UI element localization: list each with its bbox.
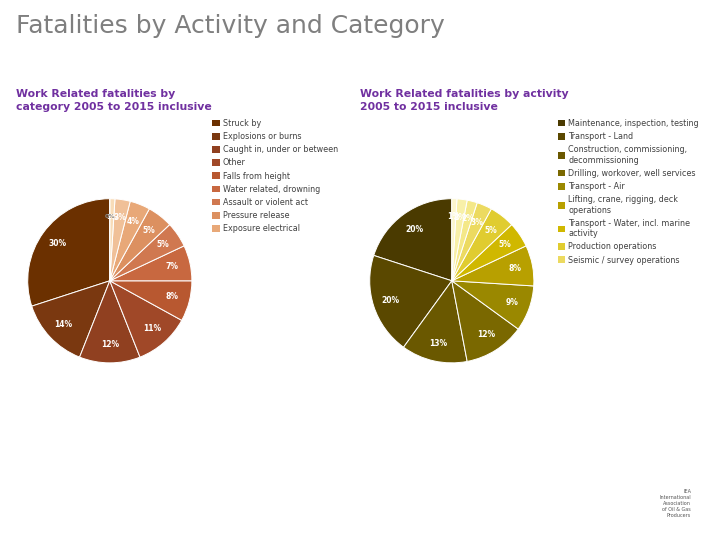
Text: 14%: 14% [54, 320, 72, 329]
Text: 13%: 13% [429, 339, 447, 348]
Wedge shape [452, 246, 534, 286]
Text: Work Related fatalities by activity
2005 to 2015 inclusive: Work Related fatalities by activity 2005… [360, 89, 569, 112]
Text: 7%: 7% [166, 262, 179, 271]
Text: 3%: 3% [471, 218, 484, 227]
Text: 1%: 1% [106, 214, 117, 220]
Legend: Maintenance, inspection, testing, Transport - Land, Construction, commissioning,: Maintenance, inspection, testing, Transp… [558, 119, 699, 265]
Wedge shape [109, 199, 115, 281]
Text: 0%: 0% [104, 214, 115, 219]
Text: Work Related fatalities by
category 2005 to 2015 inclusive: Work Related fatalities by category 2005… [16, 89, 212, 112]
Wedge shape [452, 199, 457, 281]
Text: 2%: 2% [454, 213, 467, 222]
Wedge shape [109, 225, 184, 281]
Text: 30%: 30% [49, 239, 67, 248]
Text: IEA
International
Association
of Oil & Gas
Producers: IEA International Association of Oil & G… [660, 489, 691, 518]
Wedge shape [80, 281, 140, 363]
Wedge shape [28, 199, 109, 306]
Text: 11%: 11% [143, 325, 161, 333]
Text: 8%: 8% [166, 292, 179, 301]
Text: 3%: 3% [113, 213, 126, 222]
Text: 5%: 5% [156, 240, 169, 249]
Wedge shape [109, 281, 181, 357]
Wedge shape [109, 199, 130, 281]
Wedge shape [403, 281, 467, 363]
Text: 12%: 12% [101, 340, 119, 349]
Text: 1%: 1% [447, 212, 460, 221]
Text: 9%: 9% [505, 298, 518, 307]
Text: 2%: 2% [462, 214, 474, 223]
Text: 20%: 20% [382, 296, 400, 305]
Wedge shape [452, 199, 467, 281]
Wedge shape [370, 255, 452, 347]
Wedge shape [109, 281, 192, 320]
Text: 20%: 20% [405, 225, 423, 233]
Text: 5%: 5% [143, 226, 156, 235]
Text: 8%: 8% [508, 264, 521, 273]
Wedge shape [109, 246, 192, 281]
Wedge shape [109, 209, 170, 281]
Wedge shape [452, 200, 477, 281]
Wedge shape [32, 281, 109, 357]
Wedge shape [452, 209, 512, 281]
Text: 4%: 4% [127, 217, 140, 226]
Wedge shape [109, 201, 149, 281]
Wedge shape [452, 281, 534, 329]
Wedge shape [374, 199, 452, 281]
Text: 12%: 12% [477, 330, 495, 339]
Legend: Struck by, Explosions or burns, Caught in, under or between, Other, Falls from h: Struck by, Explosions or burns, Caught i… [212, 119, 338, 233]
Text: 5%: 5% [485, 226, 498, 235]
Wedge shape [452, 225, 526, 281]
Wedge shape [452, 202, 491, 281]
Wedge shape [452, 281, 518, 361]
Text: 5%: 5% [498, 240, 511, 249]
Text: Fatalities by Activity and Category: Fatalities by Activity and Category [16, 14, 444, 37]
